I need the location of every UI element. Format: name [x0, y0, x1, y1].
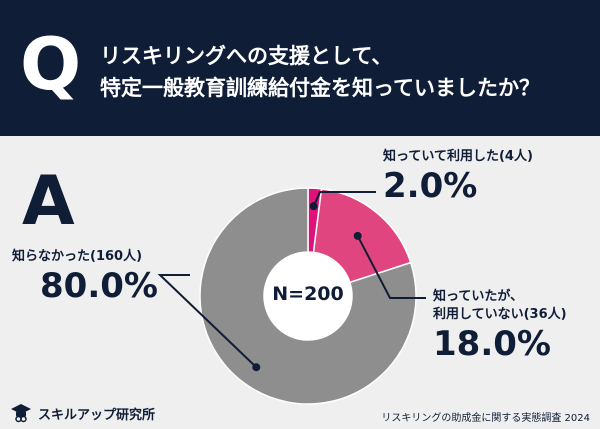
slice-label-used-text: 知っていて利用した(4人) [383, 149, 533, 164]
slice-label-used: 知っていて利用した(4人) 2.0% [383, 148, 533, 206]
source-caption: リスキリングの助成金に関する実態調査 2024 [381, 413, 590, 424]
donut-hole [264, 252, 352, 340]
header-banner: Q リスキリングへの支援として、 特定一般教育訓練給付金を知っていましたか？ [0, 0, 600, 136]
question-line-1: リスキリングへの支援として、 [100, 44, 393, 68]
question-line-2: 特定一般教育訓練給付金を知っていましたか？ [100, 76, 540, 100]
question-text: リスキリングへの支援として、 特定一般教育訓練給付金を知っていましたか？ [100, 40, 590, 104]
slice-label-used-value: 2.0% [383, 166, 478, 206]
slice-label-not-used: 知っていたが、 利用していない(36人) 18.0% [433, 288, 567, 364]
leader-not-used [353, 231, 426, 299]
chart-center-label: N=200 [272, 283, 344, 305]
answer-mark-a: A [22, 162, 75, 241]
brand-logo: スキルアップ研究所 [10, 402, 155, 424]
leader-used [309, 191, 376, 211]
leader-unknown [157, 274, 261, 372]
brand-logo-text: スキルアップ研究所 [38, 407, 156, 423]
slice-label-not-used-line-2: 利用していない(36人) [433, 307, 567, 322]
question-mark-q: Q [20, 22, 82, 106]
slice-label-not-used-value: 18.0% [433, 324, 551, 364]
slice-label-unknown-value: 80.0% [40, 266, 158, 306]
slice-label-unknown: 知らなかった(160人) 80.0% [12, 248, 158, 306]
slice-label-unknown-text: 知らなかった(160人) [12, 249, 143, 264]
slice-label-not-used-line-1: 知っていたが、 [433, 289, 524, 304]
graduation-cap-icon [11, 404, 31, 423]
